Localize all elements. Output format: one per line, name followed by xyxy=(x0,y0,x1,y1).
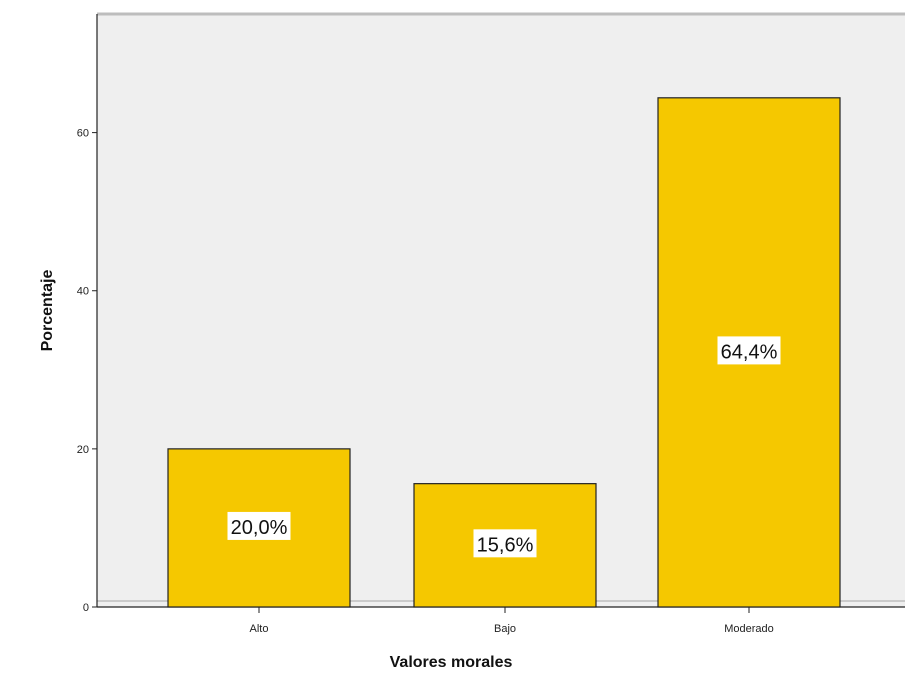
x-tick-label: Alto xyxy=(250,623,269,635)
data-label: 15,6% xyxy=(477,534,534,556)
data-label-box xyxy=(227,511,291,540)
data-label-box xyxy=(717,336,781,365)
y-axis-ticks: 0 20 40 60 xyxy=(77,128,97,614)
x-tick-label: Bajo xyxy=(494,623,516,635)
data-label: 20,0% xyxy=(231,517,288,539)
x-axis-title: Valores morales xyxy=(390,654,513,671)
y-axis-title: Porcentaje xyxy=(39,269,56,351)
y-tick-label: 40 xyxy=(77,286,89,298)
y-tick-label: 20 xyxy=(77,444,89,456)
x-tick-label: Moderado xyxy=(724,623,774,635)
data-label: 64,4% xyxy=(721,341,778,363)
x-axis-ticks: Alto Bajo Moderado xyxy=(250,607,774,635)
y-tick-label: 0 xyxy=(83,602,89,614)
data-label-box xyxy=(473,529,537,558)
bars: 20,0% 15,6% 64,4% xyxy=(167,97,841,608)
y-tick-label: 60 xyxy=(77,128,89,140)
